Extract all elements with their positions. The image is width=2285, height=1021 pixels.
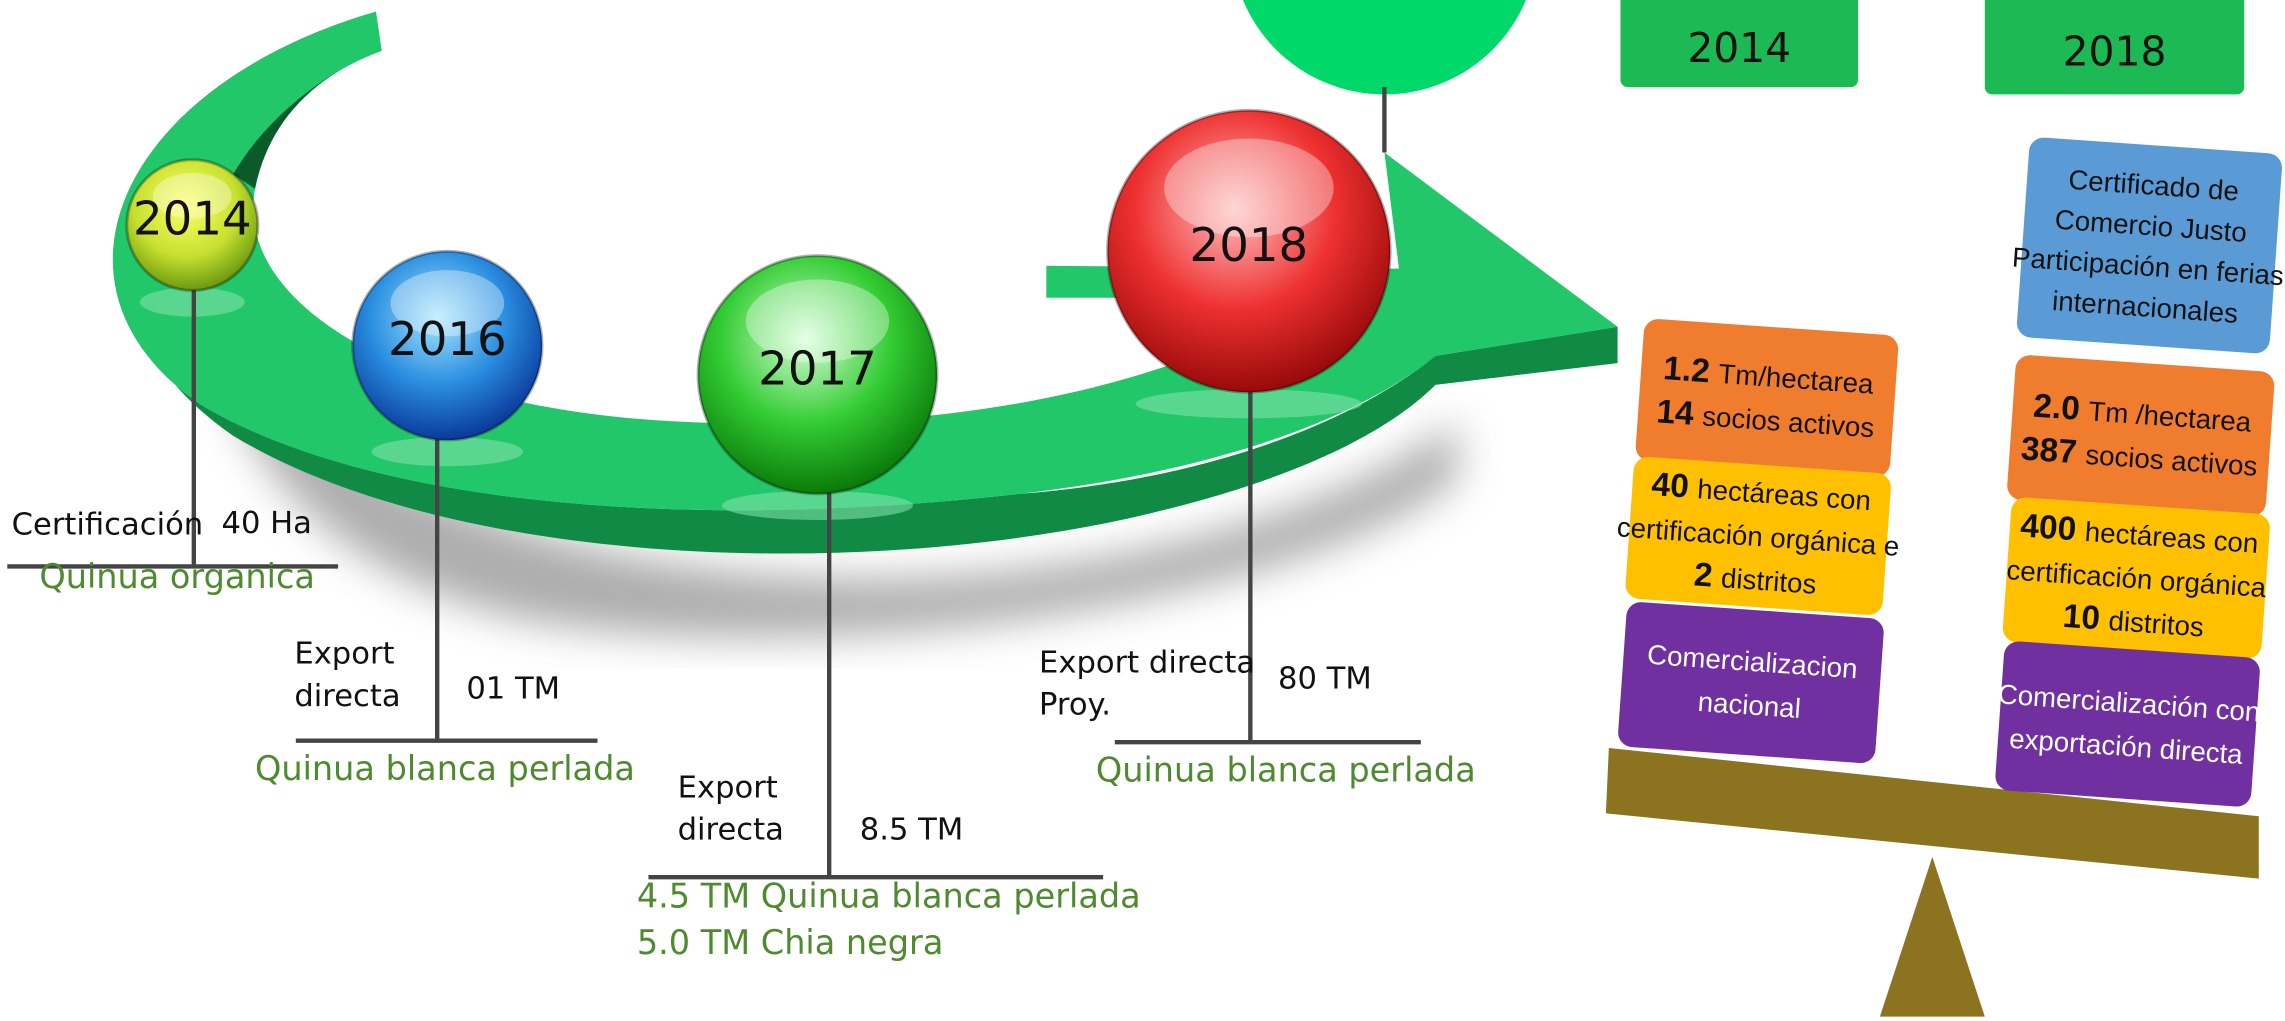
year-header-label: 2014	[1687, 24, 1791, 72]
event-label: directa	[294, 679, 400, 714]
box-strong: 14	[1655, 393, 1695, 432]
infographic: 2014Certificación40 HaQuinua organica201…	[0, 0, 2285, 1021]
box-strong: 387	[2020, 430, 2078, 471]
event-label: directa	[678, 813, 784, 848]
balance-fulcrum	[1880, 857, 1985, 1017]
box-text: distritos	[2108, 605, 2205, 643]
box-strong: 400	[2019, 508, 2077, 549]
box-strong: 2	[1693, 556, 1714, 594]
product-label: 5.0 TM Chia negra	[637, 923, 944, 962]
year-label: 2017	[758, 341, 877, 395]
box-strong: 10	[2062, 598, 2102, 637]
event-label: Export	[294, 637, 394, 672]
amount-label: 8.5 TM	[860, 813, 963, 848]
product-label: 4.5 TM Quinua blanca perlada	[637, 877, 1141, 916]
box-strong: 2.0	[2032, 388, 2081, 428]
event-label: Proy.	[1039, 688, 1111, 723]
year-label: 2014	[133, 192, 252, 246]
box-strong: 40	[1650, 466, 1690, 505]
event-label: Certificación	[12, 508, 204, 543]
box-strong: 1.2	[1662, 350, 1711, 390]
box-text: distritos	[1720, 562, 1817, 600]
event-label: Export directa	[1039, 645, 1255, 680]
year-header-label: 2018	[2063, 28, 2167, 76]
event-label: Export	[678, 770, 778, 805]
product-label: Quinua blanca perlada	[1096, 750, 1476, 789]
top-circle	[1231, 0, 1537, 94]
year-label: 2018	[1190, 218, 1309, 272]
product-label: Quinua organica	[39, 557, 315, 596]
year-label: 2016	[388, 312, 507, 366]
amount-label: 01 TM	[466, 672, 560, 707]
amount-label: 40 Ha	[222, 506, 312, 541]
amount-label: 80 TM	[1278, 661, 1372, 696]
product-label: Quinua blanca perlada	[255, 749, 635, 788]
